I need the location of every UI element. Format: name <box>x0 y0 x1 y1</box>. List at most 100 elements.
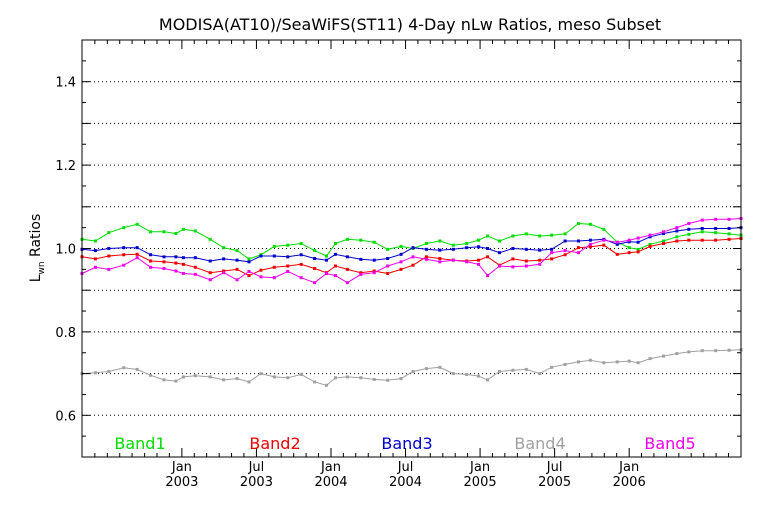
series-line-band4 <box>81 349 742 386</box>
data-point-band3 <box>386 257 390 261</box>
y-axis-label-main: L <box>28 274 44 282</box>
data-point-band3 <box>411 246 415 250</box>
data-point-band2 <box>181 262 185 266</box>
data-point-band2 <box>714 238 718 242</box>
data-point-band4 <box>648 357 652 361</box>
data-point-band3 <box>174 255 178 259</box>
data-point-band1 <box>465 241 469 245</box>
data-point-band4 <box>208 375 212 379</box>
x-tick-year-6: 2006 <box>613 475 646 490</box>
data-point-band1 <box>359 238 363 242</box>
x-tick-month-1: Jul <box>248 460 265 475</box>
data-point-band2 <box>524 259 528 263</box>
y-axis-label-sub: wn <box>37 261 47 274</box>
data-point-band3 <box>193 256 197 260</box>
data-point-band5 <box>700 218 704 222</box>
data-point-band2 <box>563 253 567 257</box>
data-point-band1 <box>162 230 166 234</box>
data-point-band5 <box>497 264 501 268</box>
data-point-band2 <box>576 246 580 250</box>
data-point-band1 <box>93 239 97 243</box>
data-point-band2 <box>345 267 349 271</box>
data-point-band5 <box>714 217 718 221</box>
data-point-band4 <box>259 372 263 376</box>
x-tick-month-3: Jul <box>397 460 414 475</box>
data-point-band1 <box>576 221 580 225</box>
data-point-band2 <box>411 263 415 267</box>
data-point-band4 <box>107 370 111 374</box>
data-point-band3 <box>714 226 718 230</box>
data-point-band1 <box>135 222 139 226</box>
data-point-band2 <box>286 264 290 268</box>
data-point-band5 <box>486 274 490 278</box>
data-point-band4 <box>272 375 276 379</box>
data-point-band4 <box>333 376 337 380</box>
data-point-band4 <box>451 372 455 376</box>
data-point-band2 <box>386 272 390 276</box>
data-point-band3 <box>451 247 455 251</box>
data-point-band4 <box>325 383 329 387</box>
data-point-band5 <box>451 258 455 262</box>
y-tick-label-2: 1.0 <box>55 243 76 258</box>
data-point-band2 <box>299 262 303 266</box>
data-point-band3 <box>107 247 111 250</box>
y-tick-label-1: 0.8 <box>55 326 76 341</box>
data-point-band1 <box>399 244 403 248</box>
data-point-band1 <box>247 257 251 261</box>
data-point-band2 <box>193 265 197 269</box>
data-point-band1 <box>563 232 567 236</box>
data-point-band4 <box>411 370 415 374</box>
data-point-band2 <box>247 274 251 278</box>
data-point-band5 <box>162 267 166 271</box>
data-point-band5 <box>576 251 580 255</box>
data-point-band5 <box>563 249 567 253</box>
data-point-band1 <box>497 239 501 243</box>
data-point-band2 <box>602 243 606 247</box>
data-point-band4 <box>550 365 554 369</box>
data-point-band5 <box>424 257 428 261</box>
data-point-band1 <box>687 232 691 236</box>
data-point-band1 <box>511 234 515 238</box>
legend-label-band1: Band1 <box>114 434 165 453</box>
x-tick-year-1: 2003 <box>240 475 273 490</box>
data-point-band3 <box>286 255 290 259</box>
data-point-band1 <box>675 235 679 239</box>
data-point-band5 <box>602 238 606 242</box>
x-tick-year-5: 2005 <box>538 475 571 490</box>
data-point-band2 <box>107 254 111 258</box>
data-point-band1 <box>222 246 226 250</box>
data-point-band5 <box>286 269 290 273</box>
data-point-band3 <box>486 247 490 250</box>
data-point-band1 <box>588 222 592 226</box>
y-tick-label-3: 1.2 <box>55 159 76 174</box>
data-point-band4 <box>538 372 542 376</box>
y-axis-label: Lwn Ratios <box>28 214 47 283</box>
data-point-band5 <box>524 264 528 268</box>
data-point-band3 <box>588 238 592 242</box>
data-point-band3 <box>93 249 97 253</box>
y-tick-label-4: 1.4 <box>55 76 76 91</box>
data-point-band3 <box>325 258 329 262</box>
data-point-band3 <box>208 259 212 263</box>
data-point-band4 <box>524 367 528 371</box>
data-point-band4 <box>359 376 363 380</box>
data-point-band5 <box>477 262 481 266</box>
data-point-band4 <box>149 373 153 377</box>
data-point-band3 <box>700 226 704 230</box>
x-tick-month-4: Jan <box>469 460 490 475</box>
data-point-band5 <box>438 260 442 264</box>
data-point-band4 <box>497 370 501 374</box>
data-point-band3 <box>675 229 679 233</box>
data-point-band4 <box>714 349 718 353</box>
data-point-band4 <box>687 350 691 354</box>
data-point-band3 <box>648 235 652 239</box>
data-point-band3 <box>636 240 640 244</box>
data-point-band2 <box>272 265 276 269</box>
data-point-band1 <box>193 229 197 233</box>
data-point-band4 <box>372 377 376 381</box>
data-point-band5 <box>588 242 592 246</box>
data-point-band5 <box>135 256 139 260</box>
data-point-band2 <box>235 267 239 271</box>
data-point-band5 <box>615 240 619 244</box>
data-point-band2 <box>700 238 704 242</box>
